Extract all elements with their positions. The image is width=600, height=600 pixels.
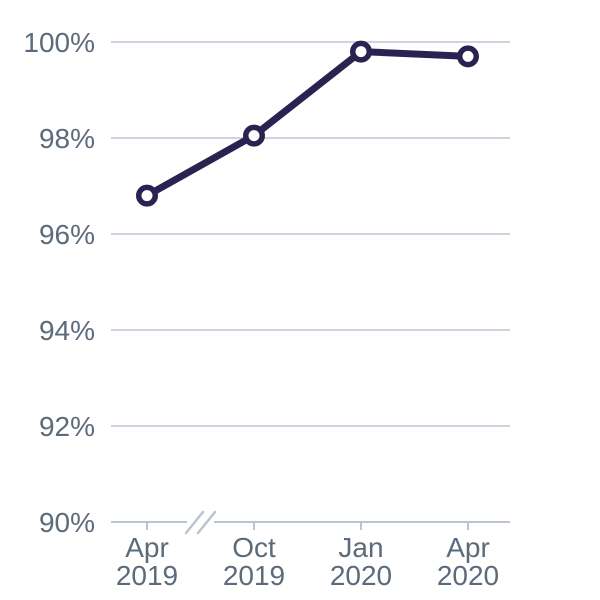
x-tick-label-month-2: Jan [338, 532, 383, 563]
data-point-1 [243, 124, 265, 147]
data-point-3 [457, 45, 479, 68]
x-tick-label-year-1: 2019 [223, 560, 285, 591]
data-point-2 [350, 40, 372, 63]
y-tick-label-90: 90% [39, 507, 95, 538]
y-tick-label-98: 98% [39, 123, 95, 154]
axis-break-icon [184, 510, 205, 535]
axis-break-icon [196, 510, 217, 535]
x-tick-label-month-0: Apr [125, 532, 169, 563]
y-tick-label-92: 92% [39, 411, 95, 442]
x-tick-label-year-3: 2020 [437, 560, 499, 591]
y-tick-label-96: 96% [39, 219, 95, 250]
data-point-0 [136, 184, 158, 207]
y-tick-label-94: 94% [39, 315, 95, 346]
x-tick-label-month-3: Apr [446, 532, 490, 563]
data-line [143, 48, 472, 200]
x-tick-label-year-2: 2020 [330, 560, 392, 591]
y-tick-label-100: 100% [23, 27, 95, 58]
x-tick-label-month-1: Oct [232, 532, 276, 563]
x-tick-label-year-0: 2019 [116, 560, 178, 591]
